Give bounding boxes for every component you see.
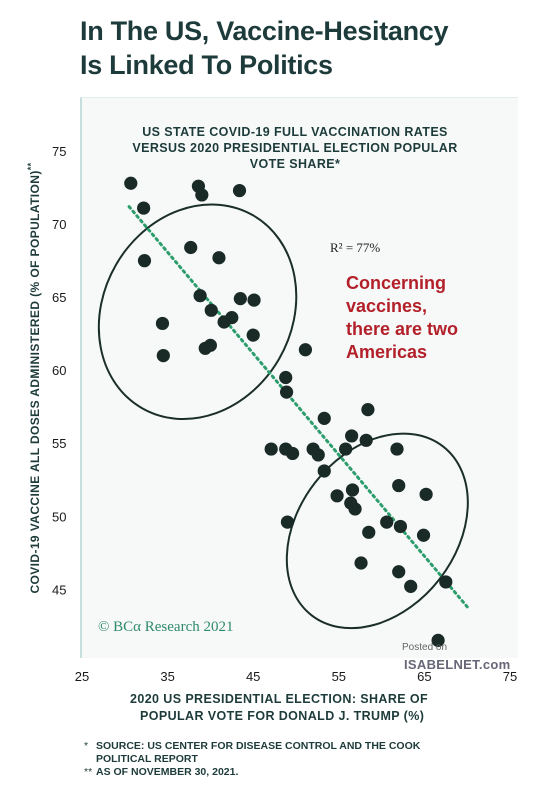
annotation-line-2: vaccines,: [346, 296, 428, 316]
data-point: [359, 433, 373, 447]
chart-title-line-3: VOTE SHARE*: [249, 157, 341, 171]
data-point: [317, 464, 331, 478]
footnote-mark: *: [84, 740, 89, 752]
headline-line-1: In The US, Vaccine-Hesitancy: [80, 16, 449, 46]
x-tick-label: 25: [75, 669, 89, 684]
data-point: [439, 575, 453, 589]
data-point: [348, 502, 362, 516]
x-axis-label-line-2: POPULAR VOTE FOR DONALD J. TRUMP (%): [140, 709, 425, 723]
footnote-text: AS OF NOVEMBER 30, 2021.: [96, 766, 239, 778]
data-point: [311, 448, 325, 462]
data-point: [362, 525, 376, 539]
data-point: [380, 515, 394, 529]
y-axis-label: COVID-19 VACCINE ALL DOSES ADMINISTERED …: [26, 98, 42, 658]
annotation-line-1: Concerning: [346, 273, 447, 293]
data-point: [330, 489, 344, 503]
data-point: [393, 519, 408, 534]
headline-line-2: Is Linked To Politics: [80, 50, 333, 80]
data-point: [431, 633, 445, 647]
data-point: [279, 370, 293, 385]
data-point: [156, 348, 170, 363]
data-point: [285, 446, 300, 461]
r-squared-label: R² = 77%: [330, 240, 381, 255]
data-point: [137, 201, 151, 215]
y-tick-label: 60: [52, 363, 66, 378]
y-tick-label: 45: [52, 582, 66, 597]
data-point: [317, 411, 331, 425]
data-point: [404, 579, 418, 593]
data-point: [247, 293, 261, 307]
annotation-note: Concerning vaccines, there are two Ameri…: [346, 272, 486, 364]
footnotes: * SOURCE: US CENTER FOR DISEASE CONTROL A…: [84, 740, 524, 779]
data-point: [225, 311, 239, 325]
bca-research-watermark: © BCα Research 2021: [98, 619, 234, 635]
data-point: [233, 292, 247, 306]
data-point: [264, 442, 278, 456]
data-point: [246, 328, 260, 342]
data-point: [354, 556, 368, 570]
footnote-date: ** AS OF NOVEMBER 30, 2021.: [84, 766, 524, 779]
x-tick-label: 55: [332, 669, 346, 684]
chart-title-line-2: VERSUS 2020 PRESIDENTIAL ELECTION POPULA…: [132, 141, 458, 155]
data-point: [279, 385, 294, 399]
data-point: [392, 565, 406, 579]
plot-area: [80, 97, 518, 658]
y-tick-label: 70: [52, 217, 66, 232]
data-point: [195, 188, 209, 202]
footnote-text: SOURCE: US CENTER FOR DISEASE CONTROL AN…: [96, 740, 421, 752]
chart-title: US STATE COVID-19 FULL VACCINATION RATES…: [100, 124, 490, 172]
annotation-line-4: Americas: [346, 342, 428, 362]
x-axis-label: 2020 US PRESIDENTIAL ELECTION: SHARE OF …: [90, 691, 530, 725]
chart-title-line-1: US STATE COVID-19 FULL VACCINATION RATES: [142, 125, 448, 139]
footnote-text: POLITICAL REPORT: [96, 753, 198, 765]
data-point: [184, 240, 198, 255]
data-point: [416, 528, 431, 542]
data-point: [345, 483, 360, 497]
data-point: [361, 403, 375, 417]
x-axis-label-line-1: 2020 US PRESIDENTIAL ELECTION: SHARE OF: [130, 692, 429, 706]
x-tick-label: 65: [417, 669, 431, 684]
data-point: [419, 487, 433, 501]
y-axis-label-text: COVID-19 VACCINE ALL DOSES ADMINISTERED …: [28, 170, 42, 594]
data-point: [193, 289, 207, 303]
x-tick-label: 45: [246, 669, 260, 684]
x-tick-label: 35: [160, 669, 174, 684]
annotation-line-3: there are two: [346, 319, 459, 339]
cluster-ellipse: [285, 432, 469, 630]
y-axis-label-footnote-mark: **: [26, 162, 36, 171]
data-point: [203, 338, 217, 352]
data-point: [280, 515, 295, 529]
y-tick-label: 50: [52, 509, 66, 524]
data-point: [390, 442, 404, 456]
data-point: [345, 429, 359, 443]
y-tick-label: 75: [52, 144, 66, 159]
data-point: [204, 303, 218, 317]
cluster-ellipse: [97, 203, 298, 421]
data-point: [155, 316, 170, 331]
posted-on-label: Posted on: [402, 642, 448, 653]
data-point: [137, 254, 152, 268]
headline: In The US, Vaccine-Hesitancy Is Linked T…: [80, 14, 449, 82]
data-point: [212, 251, 226, 265]
data-point: [124, 176, 138, 190]
y-tick-label: 55: [52, 436, 66, 451]
data-point: [232, 183, 247, 198]
data-point: [339, 442, 353, 456]
isabelnet-watermark: ISABELNET.com: [404, 657, 511, 672]
x-tick-label: 75: [503, 669, 517, 684]
data-point: [298, 343, 313, 357]
data-point: [392, 478, 406, 493]
trend-line: [127, 205, 469, 609]
footnote-source: * SOURCE: US CENTER FOR DISEASE CONTROL A…: [84, 740, 524, 766]
footnote-mark: **: [84, 766, 93, 778]
y-tick-label: 65: [52, 290, 66, 305]
